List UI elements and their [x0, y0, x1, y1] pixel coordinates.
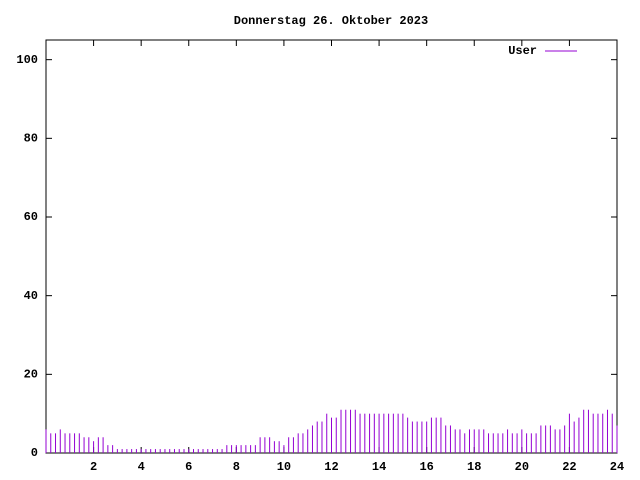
chart-title: Donnerstag 26. Oktober 2023	[234, 14, 428, 28]
legend-label: User	[508, 44, 537, 58]
x-tick-label: 24	[610, 460, 624, 474]
x-tick-label: 22	[562, 460, 576, 474]
plot-frame	[45, 39, 618, 454]
y-tick-label: 60	[24, 210, 38, 224]
y-tick-label: 100	[16, 53, 38, 67]
x-tick-label: 20	[515, 460, 529, 474]
x-tick-label: 10	[277, 460, 291, 474]
x-tick-label: 4	[138, 460, 145, 474]
x-tick-label: 14	[372, 460, 386, 474]
x-tick-label: 16	[419, 460, 433, 474]
x-tick-label: 18	[467, 460, 481, 474]
y-tick-label: 20	[24, 368, 38, 382]
x-tick-label: 6	[185, 460, 192, 474]
x-tick-label: 2	[90, 460, 97, 474]
y-tick-label: 0	[31, 446, 38, 460]
x-tick-label: 8	[233, 460, 240, 474]
x-tick-label: 12	[324, 460, 338, 474]
y-tick-label: 40	[24, 289, 38, 303]
y-tick-label: 80	[24, 132, 38, 146]
